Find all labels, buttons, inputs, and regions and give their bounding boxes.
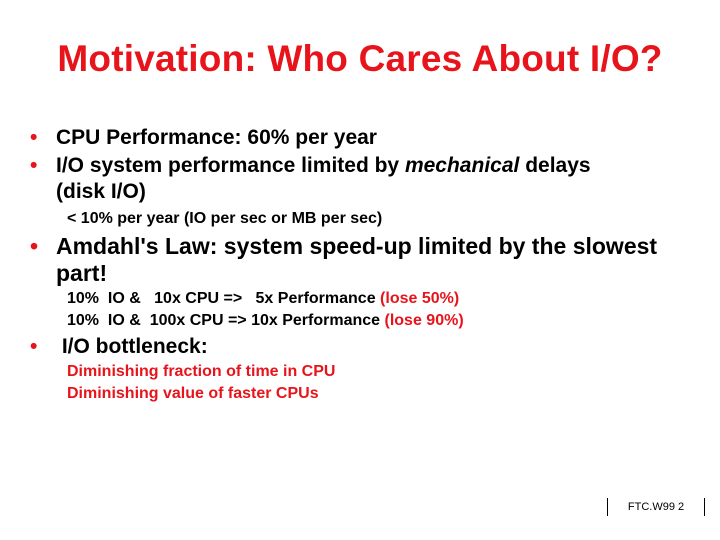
- sub-amdahl-example-2: 10% IO & 100x CPU => 10x Performance (lo…: [67, 310, 464, 332]
- bullet-text: I/O bottleneck:: [56, 335, 208, 358]
- example-text: 10% IO & 10x CPU => 5x Performance: [67, 290, 381, 307]
- sub-diminishing-fraction: Diminishing fraction of time in CPU: [67, 363, 336, 380]
- bullet-emphasis: mechanical: [404, 154, 520, 177]
- bullet-continuation: (disk I/O): [56, 180, 146, 203]
- bullet-continuation: part!: [56, 260, 108, 286]
- example-loss: (lose 50%): [380, 290, 460, 307]
- bullet-dot: •: [30, 335, 38, 358]
- bullet-text: Amdahl's Law: system speed-up limited by…: [56, 233, 658, 259]
- example-loss: (lose 90%): [384, 312, 464, 329]
- bullet-dot: •: [30, 126, 38, 149]
- bullet-dot: •: [30, 233, 39, 259]
- sub-amdahl-example-1: 10% IO & 10x CPU => 5x Performance (lose…: [67, 288, 459, 310]
- bullet-dot: •: [30, 154, 38, 177]
- bullet-io-bottleneck: • I/O bottleneck:: [30, 334, 208, 360]
- slide-footer: FTC.W99 2: [607, 498, 705, 516]
- bullet-io-performance: • I/O system performance limited by mecha…: [30, 153, 591, 205]
- sub-io-rate: < 10% per year (IO per sec or MB per sec…: [67, 210, 383, 227]
- bullet-cpu-performance: • CPU Performance: 60% per year: [30, 125, 377, 151]
- slide-title: Motivation: Who Cares About I/O?: [57, 38, 663, 79]
- bullet-text: CPU Performance: 60% per year: [56, 126, 377, 149]
- example-text: 10% IO & 100x CPU => 10x Performance: [67, 312, 385, 329]
- bullet-text: I/O system performance limited by: [56, 154, 405, 177]
- bullet-amdahl: • Amdahl's Law: system speed-up limited b…: [30, 233, 657, 287]
- bullet-text-end: delays: [519, 154, 591, 177]
- sub-diminishing-value: Diminishing value of faster CPUs: [67, 385, 319, 402]
